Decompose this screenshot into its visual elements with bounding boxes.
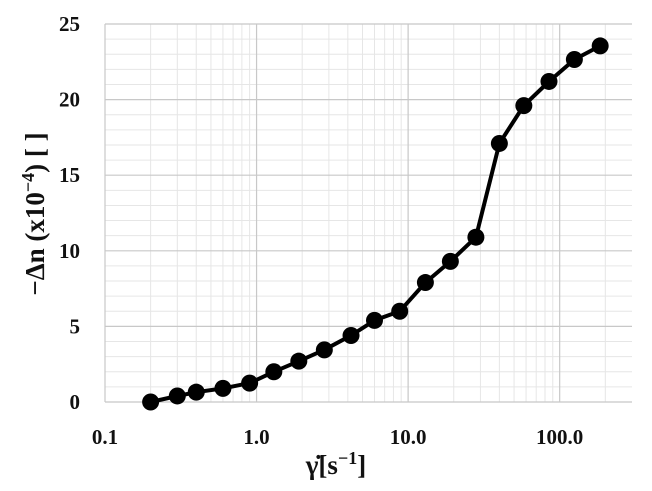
data-point	[490, 134, 508, 152]
y-tick-label: 15	[59, 163, 80, 187]
data-point	[366, 311, 384, 329]
x-axis-title: γ̇[s−1]	[305, 448, 366, 480]
y-axis-title: −Δn (x10−4) [ ]	[18, 132, 50, 295]
data-point	[565, 51, 583, 69]
series-layer	[142, 37, 609, 411]
y-axis-title-exponent: −4	[18, 173, 38, 192]
x-axis-title-exponent: −1	[338, 448, 357, 468]
x-tick-label: 0.1	[92, 425, 118, 449]
data-point	[467, 228, 485, 246]
x-tick-label: 100.0	[536, 425, 583, 449]
y-tick-label: 10	[59, 239, 80, 263]
x-tick-label: 10.0	[390, 425, 427, 449]
y-axis-title-tail: ) [ ]	[20, 132, 50, 172]
data-point	[142, 393, 160, 411]
data-point	[391, 302, 409, 320]
y-axis-title-main: −Δn (x10	[20, 192, 50, 296]
data-point	[441, 252, 459, 270]
y-tick-label: 0	[70, 390, 81, 414]
data-point	[290, 352, 308, 370]
data-point	[265, 363, 283, 381]
minor-gridlines	[105, 24, 632, 402]
y-tick-label: 25	[59, 12, 80, 36]
x-axis-title-tail: ]	[357, 450, 366, 480]
data-point	[515, 97, 533, 115]
data-point	[540, 72, 558, 90]
data-point	[591, 37, 609, 55]
data-point	[342, 326, 360, 344]
x-axis-title-main: γ̇[s	[305, 450, 338, 480]
data-point	[168, 387, 186, 405]
y-tick-label: 5	[70, 314, 81, 338]
y-tick-label: 20	[59, 88, 80, 112]
data-point	[241, 374, 259, 392]
data-point	[187, 383, 205, 401]
data-point	[214, 379, 232, 397]
x-tick-label: 1.0	[243, 425, 269, 449]
data-point	[416, 274, 434, 292]
data-point	[315, 341, 333, 359]
tick-labels: 0 5 10 15 20 25 0.1 1.0 10.0 100.0	[59, 12, 583, 449]
